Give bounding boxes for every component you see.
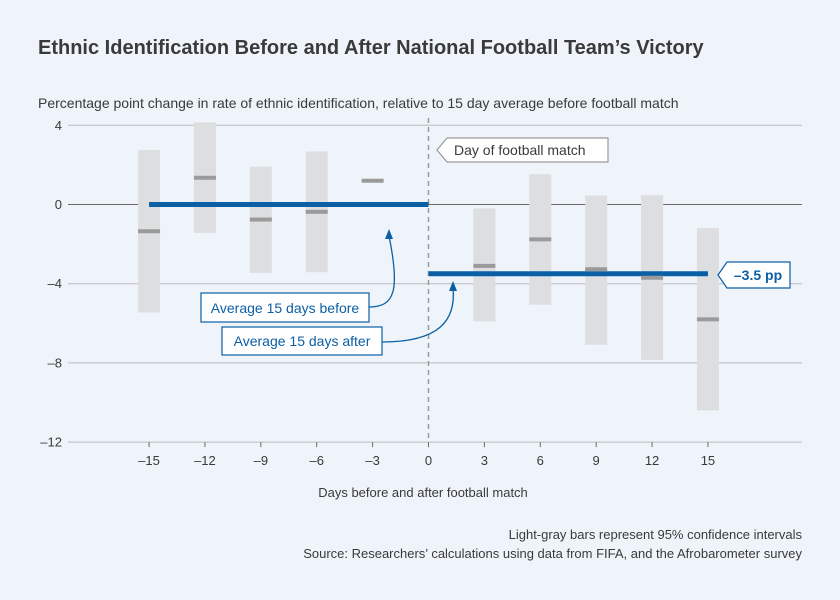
event-annotation: Day of football match [436, 137, 609, 163]
y-tick-label: –4 [48, 276, 62, 291]
arrowhead-icon [449, 281, 457, 291]
point-estimate [249, 217, 272, 222]
x-tick-label: 15 [701, 453, 715, 468]
source-note: Source: Researchers’ calculations using … [303, 546, 802, 561]
x-tick-label: 0 [425, 453, 432, 468]
x-tick-label: –12 [194, 453, 216, 468]
average-after-value-callout: –3.5 pp [717, 261, 791, 289]
average-before-annotation: Average 15 days before [200, 229, 396, 323]
ci-note: Light-gray bars represent 95% confidence… [509, 527, 803, 542]
point-estimate [473, 263, 496, 268]
y-tick-label: 4 [55, 118, 62, 133]
point-estimate [193, 175, 216, 180]
average-after-arrow [381, 287, 454, 343]
x-tick-label: 9 [593, 453, 600, 468]
point-estimate [305, 209, 328, 214]
y-axis-label: Percentage point change in rate of ethni… [38, 95, 679, 111]
y-tick-label: 0 [55, 197, 62, 212]
y-tick-label: –12 [40, 435, 62, 450]
average-after-value: –3.5 pp [734, 267, 782, 283]
chart-title: Ethnic Identification Before and After N… [38, 37, 705, 59]
x-tick-label: –6 [309, 453, 323, 468]
x-tick-label: 12 [645, 453, 659, 468]
x-tick-label: 3 [481, 453, 488, 468]
event-label: Day of football match [454, 142, 586, 158]
arrowhead-icon [385, 229, 393, 239]
x-tick-label: –3 [365, 453, 379, 468]
x-tick-label: 6 [537, 453, 544, 468]
point-estimate [361, 178, 384, 183]
average-before-label: Average 15 days before [211, 300, 360, 316]
point-estimate [138, 229, 161, 234]
average-before-arrow [368, 235, 396, 308]
point-estimate [641, 275, 664, 280]
average-after-label: Average 15 days after [234, 333, 371, 349]
x-tick-label: –15 [138, 453, 160, 468]
x-tick-label: –9 [254, 453, 268, 468]
point-estimate [696, 317, 719, 322]
point-estimate [585, 267, 608, 272]
x-axis-label: Days before and after football match [318, 485, 528, 500]
y-tick-label: –8 [48, 355, 62, 370]
point-estimate [529, 237, 552, 242]
average-after-annotation: Average 15 days after [221, 281, 457, 356]
